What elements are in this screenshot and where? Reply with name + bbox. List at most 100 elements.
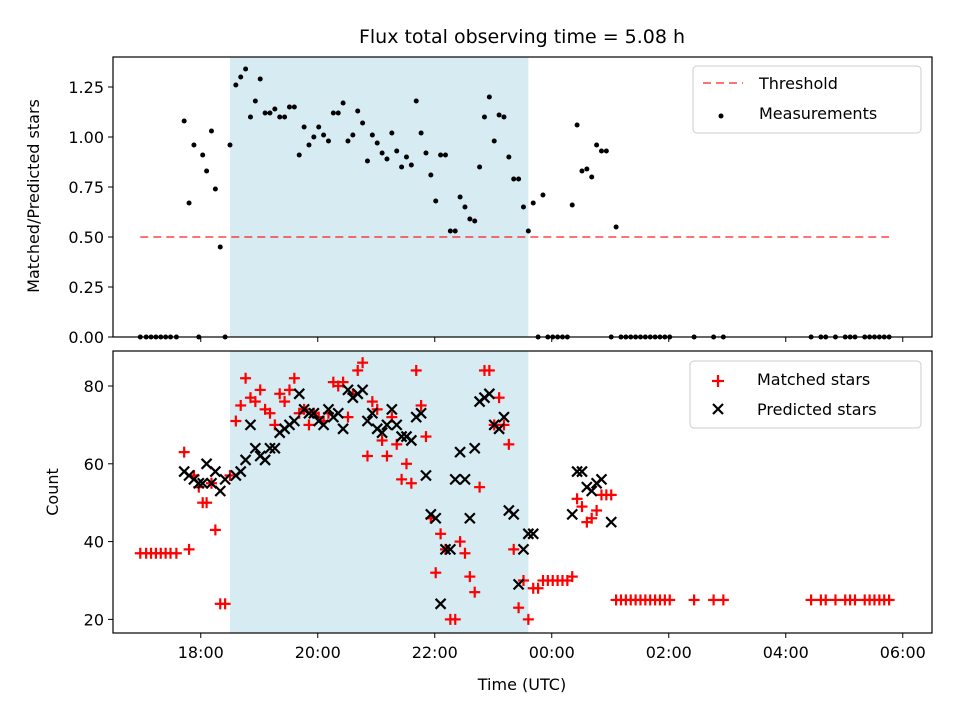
measurement-point	[217, 244, 223, 250]
measurement-point	[291, 104, 297, 110]
matched-star-point	[459, 547, 471, 559]
x-axis-label: Time (UTC)	[477, 675, 566, 694]
matched-star-point	[493, 392, 505, 404]
matched-star-point	[219, 598, 231, 610]
matched-star-point	[249, 396, 261, 408]
predicted-star-stroke-b	[595, 473, 608, 486]
predicted-star-point	[332, 407, 345, 420]
matched-star-point	[522, 613, 534, 625]
predicted-star-stroke-b	[200, 458, 213, 470]
matched-star-point	[469, 586, 481, 598]
matched-star-point	[405, 477, 417, 489]
predicted-star-point	[234, 465, 247, 478]
matched-star-point	[571, 493, 583, 505]
measurement-point	[506, 154, 512, 160]
measurement-point	[452, 228, 458, 234]
matched-star-point	[454, 536, 466, 548]
predicted-star-stroke-b	[415, 407, 427, 420]
measurement-point	[403, 154, 409, 160]
measurement-point	[262, 110, 268, 116]
measurement-point	[212, 186, 218, 192]
measurement-point	[384, 156, 390, 162]
measurement-point	[428, 172, 434, 178]
measurement-point	[613, 224, 619, 230]
predicted-star-point	[361, 415, 374, 427]
matched-star-point	[435, 528, 447, 540]
bottom-y-tick-label: 80	[84, 377, 104, 396]
measurement-point	[413, 98, 419, 104]
matched-star-point	[396, 473, 408, 485]
predicted-star-stroke-b	[464, 512, 476, 525]
measurement-point	[520, 204, 526, 210]
matched-star-point	[342, 411, 354, 423]
predicted-star-point	[337, 423, 349, 435]
measurement-point	[447, 228, 453, 234]
measurement-point	[584, 166, 590, 172]
matched-star-point	[264, 407, 276, 419]
predicted-star-stroke-b	[483, 388, 496, 400]
matched-star-point	[820, 594, 832, 606]
matched-star-point	[201, 497, 213, 509]
measurement-point	[511, 176, 517, 182]
predicted-star-stroke-b	[214, 485, 227, 497]
measurement-point	[530, 200, 536, 206]
measurement-point	[243, 66, 249, 72]
bottom-y-ticks: 20 40 60 80	[84, 377, 113, 629]
predicted-star-point	[293, 388, 306, 400]
matched-star-point	[430, 567, 442, 579]
measurement-point	[516, 176, 522, 182]
measurement-point	[491, 138, 497, 144]
bottom-x-tick-label: 18:00	[178, 643, 224, 662]
predicted-star-stroke-b	[249, 442, 262, 455]
predicted-star-point	[483, 388, 496, 400]
matched-star-point	[474, 481, 486, 493]
predicted-star-stroke-b	[332, 407, 345, 420]
predicted-star-stroke-b	[342, 384, 354, 396]
predicted-star-stroke-b	[381, 419, 393, 431]
predicted-star-point	[356, 384, 369, 396]
predicted-star-point	[405, 434, 418, 447]
matched-star-point	[361, 450, 373, 462]
measurement-point	[540, 192, 546, 198]
bottom-x-tick-label: 04:00	[763, 643, 809, 662]
predicted-star-stroke-b	[527, 528, 540, 540]
predicted-star-stroke-b	[386, 403, 398, 416]
measurement-point	[438, 152, 444, 158]
predicted-star-stroke-b	[454, 446, 466, 458]
matched-star-point	[254, 384, 266, 396]
predicted-star-stroke-b	[512, 578, 525, 591]
matched-star-point	[170, 547, 182, 559]
legend-measurements-label: Measurements	[759, 104, 877, 123]
predicted-star-stroke-b	[337, 423, 349, 435]
matched-star-point	[508, 543, 520, 555]
predicted-star-point	[264, 442, 276, 455]
measurement-points	[137, 66, 892, 340]
measurement-point	[496, 112, 502, 118]
predicted-star-point	[605, 516, 618, 528]
measurement-point	[350, 132, 356, 138]
legend-measurements-swatch	[718, 113, 724, 119]
measurement-point	[227, 142, 233, 148]
predicted-star-stroke-b	[390, 419, 403, 431]
measurement-point	[340, 100, 346, 106]
matched-star-point	[283, 384, 295, 396]
predicted-star-stroke-b	[317, 419, 330, 431]
legend-matched-label: Matched stars	[757, 370, 870, 389]
bottom-x-tick-label: 02:00	[646, 643, 692, 662]
top-y-ticks: 0.00 0.25 0.50 0.75 1.00 1.25	[68, 78, 113, 347]
measurement-point	[364, 158, 370, 164]
predicted-star-point	[376, 426, 388, 439]
measurement-point	[345, 138, 351, 144]
matched-star-point	[357, 357, 369, 369]
bottom-x-tick-label: 06:00	[880, 643, 926, 662]
predicted-star-stroke-b	[193, 477, 205, 490]
predicted-star-stroke-b	[434, 598, 447, 610]
measurement-point	[257, 76, 263, 82]
bottom-legend: Matched stars Predicted stars	[689, 360, 922, 429]
measurement-point	[462, 204, 468, 210]
measurement-point	[191, 142, 197, 148]
predicted-star-point	[444, 543, 457, 556]
measurement-point	[204, 168, 210, 174]
legend-predicted-swatch	[712, 403, 724, 415]
